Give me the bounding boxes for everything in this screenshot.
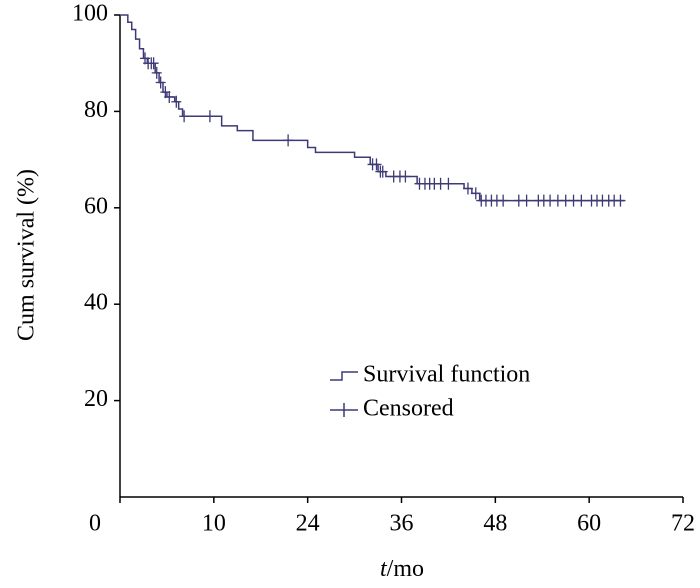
x-tick-label: 0 xyxy=(89,511,101,537)
censored-mark xyxy=(576,194,587,207)
y-axis-label: Cum survival (%) xyxy=(14,169,40,341)
censored-mark xyxy=(377,165,388,178)
x-axis-label: t/mo xyxy=(380,556,424,582)
censored-mark xyxy=(371,158,382,171)
censored-mark xyxy=(443,177,454,190)
y-tick-label: 80 xyxy=(84,97,108,123)
censored-mark xyxy=(470,187,481,200)
censored-mark xyxy=(179,110,190,123)
y-tick-label: 100 xyxy=(72,1,108,27)
censored-mark xyxy=(164,90,175,103)
censored-mark xyxy=(400,170,411,183)
legend-label: Censored xyxy=(363,396,454,422)
censored-mark xyxy=(498,194,509,207)
legend-label: Survival function xyxy=(363,362,530,388)
x-tick-label: 36 xyxy=(390,511,414,537)
x-tick-label: 60 xyxy=(577,511,601,537)
y-tick-label: 20 xyxy=(84,386,108,412)
y-tick-label: 40 xyxy=(84,290,108,316)
censored-mark xyxy=(151,66,162,79)
x-tick-label: 48 xyxy=(483,511,507,537)
x-axis-unit: /mo xyxy=(387,556,424,582)
censored-mark xyxy=(462,182,473,195)
legend-swatch xyxy=(330,371,358,381)
x-tick-label: 10 xyxy=(202,511,226,537)
x-tick-label: 72 xyxy=(671,511,695,537)
censored-mark xyxy=(204,110,215,123)
x-tick-label: 24 xyxy=(296,511,320,537)
survival-line xyxy=(120,14,625,202)
censored-mark xyxy=(148,57,159,70)
censored-mark xyxy=(171,95,182,108)
y-tick-label: 60 xyxy=(84,193,108,219)
x-axis-var: t xyxy=(380,556,388,582)
censored-mark xyxy=(283,134,294,147)
censored-mark xyxy=(615,194,626,207)
censored-mark xyxy=(521,194,532,207)
censored-mark xyxy=(155,76,166,89)
legend-swatch xyxy=(330,403,358,417)
